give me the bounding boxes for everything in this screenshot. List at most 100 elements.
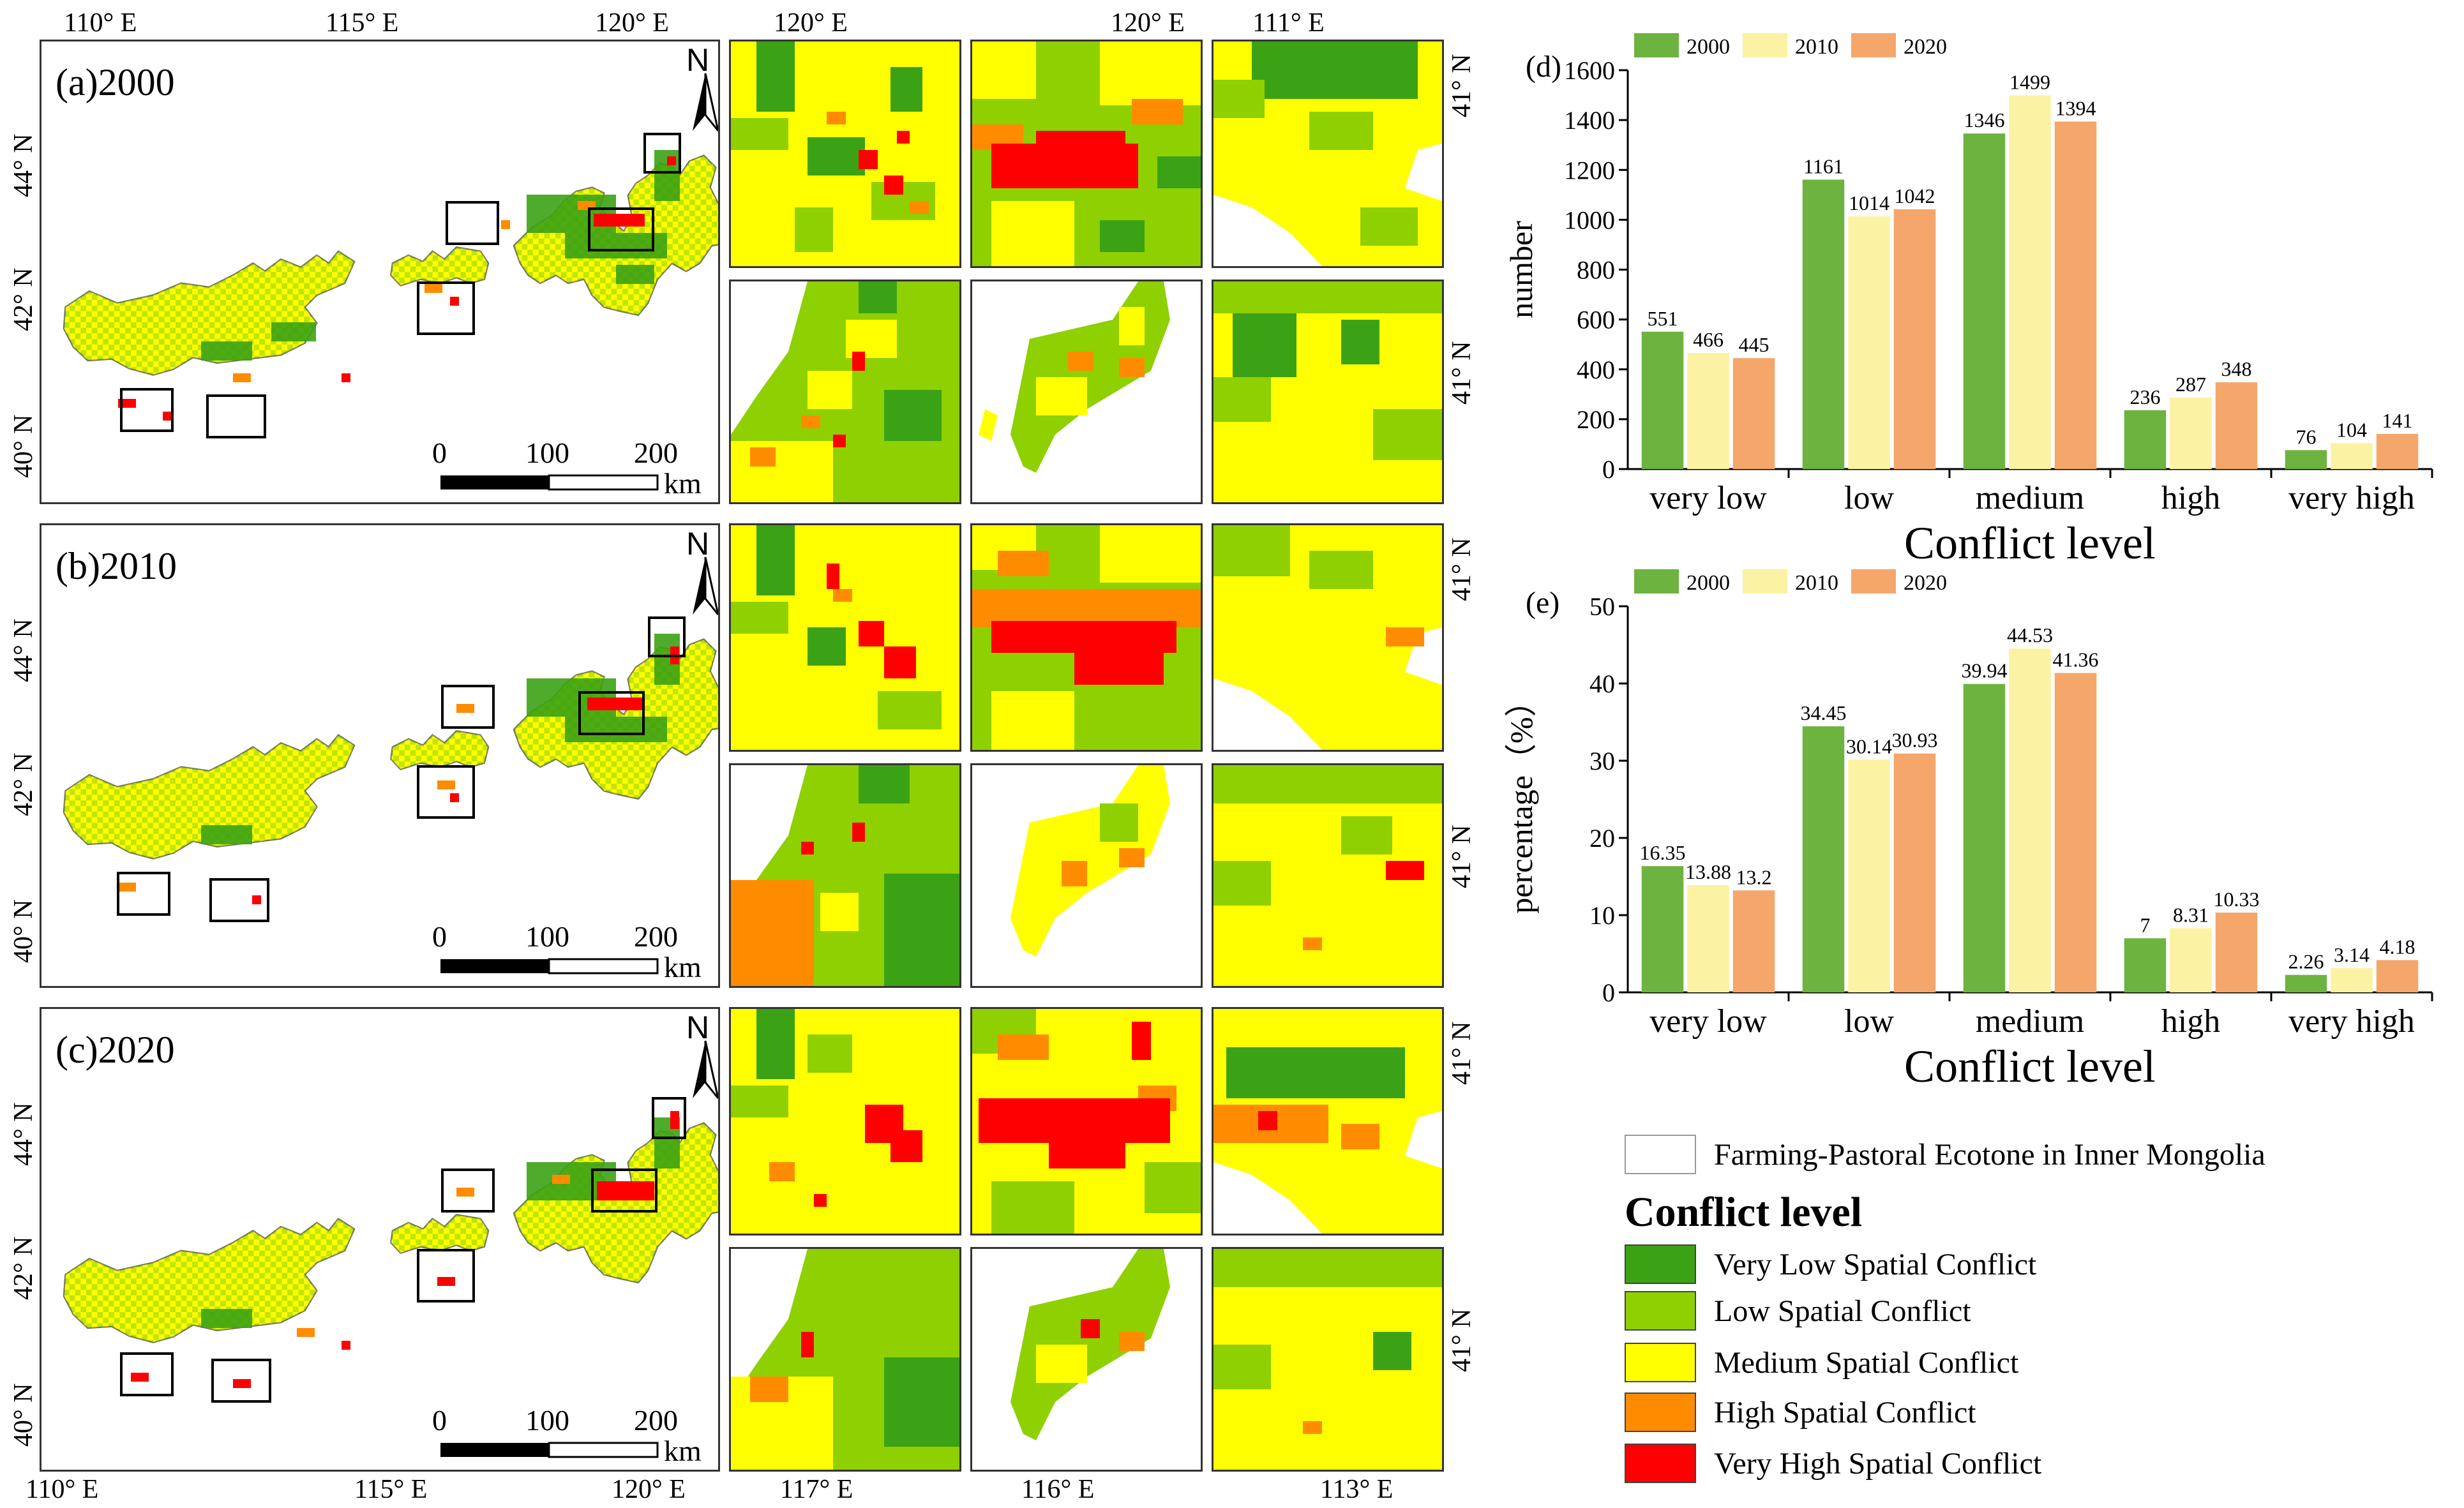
bar-2010	[1848, 759, 1890, 992]
y-tick-label: 20	[1589, 824, 1615, 853]
panel-label: (a)2000	[56, 61, 175, 103]
chart-number: 0 200 400 600 800 1000 1200 1400 1600 551 466 445 ve…	[1494, 13, 2451, 574]
bar-value-label: 104	[2336, 418, 2367, 441]
x-tick-label: low	[1844, 480, 1894, 516]
y-tick-label: 800	[1577, 256, 1615, 285]
chart-percentage: 0 10 20 30 40 50 16.35 13.88 13.2 very low 34.45 30…	[1494, 562, 2451, 1117]
legend-swatch-2000	[1634, 33, 1679, 57]
y-tick-label: 0	[1602, 978, 1615, 1007]
bar-2010	[2331, 968, 2373, 992]
zoom-tile	[729, 280, 961, 504]
lon-label-top: 120° E	[595, 8, 669, 38]
bar-value-label: 10.33	[2214, 888, 2260, 911]
lat-label-left: 40° N	[9, 899, 38, 963]
region-map	[63, 73, 718, 491]
zoom-tile	[1212, 1007, 1444, 1236]
legend-item-high: High Spatial Conflict	[1625, 1392, 1976, 1432]
bar-2010	[2170, 397, 2212, 469]
legend-swatch	[1625, 1444, 1696, 1483]
zoom-lat-right: 41° N	[1447, 1308, 1476, 1372]
lon-label-bottom: 110° E	[26, 1475, 99, 1504]
legend-item-label: Very High Spatial Conflict	[1714, 1446, 2042, 1481]
zoom-tile	[970, 763, 1203, 988]
lat-label-left: 40° N	[9, 414, 38, 478]
lon-label-bottom: 120° E	[612, 1475, 686, 1504]
bar-2000	[2285, 450, 2327, 469]
lon-label-top: 110° E	[64, 8, 137, 38]
legend-item-label: High Spatial Conflict	[1714, 1395, 1976, 1430]
zoom-lon-top: 111° E	[1252, 8, 1325, 38]
x-tick-label: very low	[1649, 480, 1767, 516]
scale-label-100: 100	[525, 1404, 569, 1437]
zoom-tile	[970, 40, 1203, 268]
scale-label-0: 0	[432, 437, 447, 469]
bar-2010	[2009, 95, 2051, 469]
y-tick-label: 50	[1589, 592, 1615, 621]
zoom-tile	[1212, 40, 1444, 268]
x-axis-title: Conflict level	[1904, 1041, 2156, 1092]
zoom-tile	[729, 763, 961, 988]
bar-2020	[2054, 121, 2097, 469]
bar-2020	[2215, 382, 2258, 469]
legend-label: 2000	[1686, 35, 1730, 59]
bar-value-label: 3.14	[2334, 943, 2370, 966]
lon-label-top: 115° E	[326, 8, 399, 38]
bar-value-label: 30.14	[1846, 735, 1892, 758]
scale-label-200: 200	[634, 1404, 678, 1437]
north-arrow-icon	[693, 1041, 705, 1098]
bar-2010	[2331, 443, 2373, 469]
region-map	[63, 556, 718, 974]
y-axis-title: percentage（%）	[1503, 685, 1539, 913]
bar-value-label: 1394	[2055, 96, 2096, 119]
scale-unit: km	[664, 951, 702, 983]
bar-value-label: 1346	[1964, 108, 2004, 131]
legend-item-very-high: Very High Spatial Conflict	[1625, 1444, 2041, 1483]
bar-value-label: 39.94	[1961, 659, 2007, 682]
bar-value-label: 7	[2140, 913, 2150, 936]
zoom-lon-top: 120° E	[774, 8, 848, 38]
y-tick-label: 1600	[1564, 56, 1615, 85]
y-tick-label: 200	[1577, 405, 1615, 434]
bar-value-label: 1161	[1803, 154, 1844, 177]
bar-2020	[1732, 890, 1775, 992]
legend-swatch-2020	[1851, 569, 1896, 593]
legend-swatch-2000	[1634, 569, 1679, 593]
bar-2020	[2215, 913, 2258, 992]
bar-value-label: 4.18	[2380, 935, 2415, 958]
y-tick-label: 600	[1577, 306, 1615, 334]
legend-swatch-2010	[1743, 33, 1787, 57]
lat-label-left: 42° N	[9, 752, 38, 816]
zoom-tile	[729, 1247, 961, 1472]
x-tick-label: very high	[2288, 480, 2415, 516]
bar-value-label: 34.45	[1800, 701, 1846, 724]
scale-label-200: 200	[634, 920, 678, 953]
zoom-lat-right: 41° N	[1447, 54, 1476, 117]
map-panel-2000: (a)2000 N 0 100 200 km	[40, 40, 720, 504]
y-tick-label: 1200	[1564, 156, 1615, 184]
legend-item-low: Low Spatial Conflict	[1625, 1291, 1971, 1331]
scale-label-100: 100	[525, 920, 569, 953]
bar-value-label: 1014	[1849, 191, 1889, 214]
legend-item-medium: Medium Spatial Conflict	[1625, 1343, 2018, 1382]
zoom-lon-top: 120° E	[1111, 8, 1185, 38]
chart-panel-label: (e)	[1526, 586, 1559, 620]
bar-value-label: 1042	[1895, 184, 1935, 207]
legend-label: 2000	[1686, 571, 1730, 595]
bar-2010	[1848, 216, 1890, 469]
bar-2000	[1641, 331, 1684, 469]
legend-swatch	[1625, 1343, 1696, 1382]
bar-value-label: 1499	[2010, 70, 2050, 93]
bar-value-label: 445	[1739, 333, 1769, 356]
panel-label: (b)2010	[56, 545, 177, 587]
y-tick-label: 40	[1589, 669, 1615, 698]
region-map	[63, 1040, 718, 1458]
bar-value-label: 466	[1693, 328, 1724, 351]
zoom-tile	[970, 1007, 1203, 1236]
north-label: N	[686, 42, 710, 78]
zoom-tile	[1212, 523, 1444, 752]
scale-label-0: 0	[432, 1404, 447, 1437]
map-panel-2010: (b)2010 N 0 100 200 km	[40, 523, 720, 988]
north-arrow-icon	[693, 557, 705, 615]
scale-unit: km	[664, 467, 702, 500]
legend-title: Conflict level	[1625, 1189, 1863, 1236]
